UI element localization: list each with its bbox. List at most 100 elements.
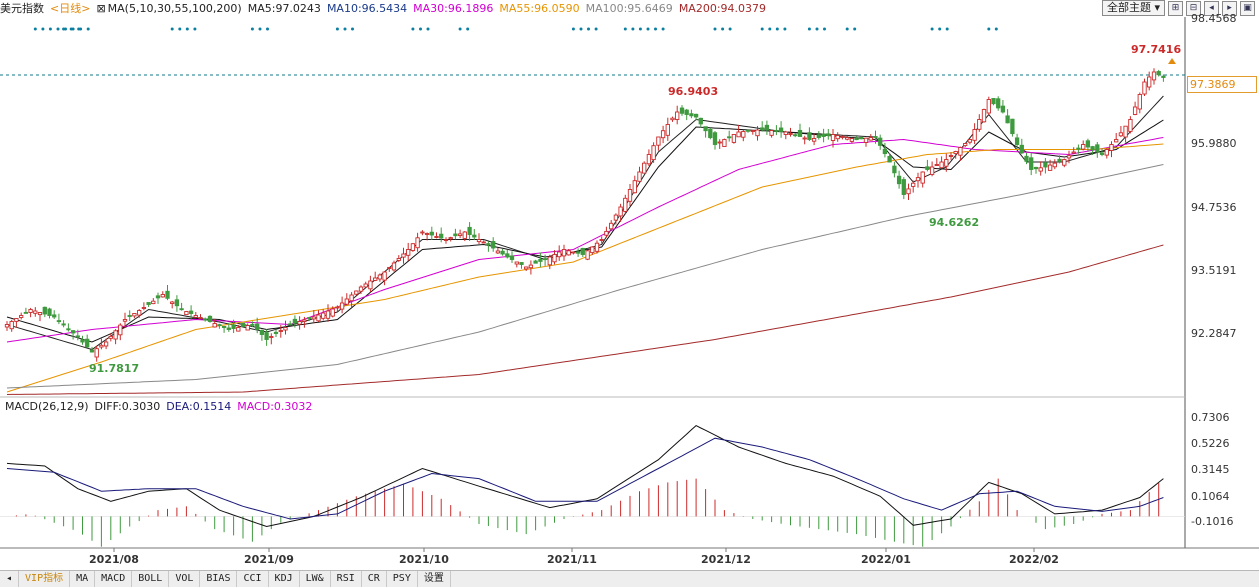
tab-settings[interactable]: 设置 bbox=[418, 571, 451, 587]
candle-up bbox=[741, 131, 746, 138]
pan-right-icon[interactable]: ▸ bbox=[1222, 0, 1237, 16]
candle-down bbox=[306, 317, 312, 320]
candle-down bbox=[774, 129, 779, 132]
event-dot bbox=[713, 27, 717, 31]
tab-lwr[interactable]: LW& bbox=[300, 571, 331, 587]
candle-up bbox=[835, 135, 840, 140]
tab-scroll-left[interactable]: ◂ bbox=[0, 571, 20, 587]
candle-down bbox=[255, 323, 260, 330]
candle-up bbox=[354, 290, 359, 295]
candle-up bbox=[160, 294, 165, 298]
candle-up bbox=[594, 242, 600, 252]
candle-up bbox=[849, 138, 855, 142]
tab-boll[interactable]: BOLL bbox=[132, 571, 170, 587]
tab-kdj[interactable]: KDJ bbox=[269, 571, 300, 587]
candle-up bbox=[802, 137, 807, 140]
tab-cr[interactable]: CR bbox=[362, 571, 387, 587]
candle-up bbox=[627, 189, 633, 202]
candle-up bbox=[788, 133, 793, 135]
theme-dropdown[interactable]: 全部主题 ▾ bbox=[1101, 0, 1165, 16]
ma-settings-icon[interactable]: ⊠ bbox=[96, 2, 106, 15]
candle-up bbox=[283, 327, 288, 331]
candle-down bbox=[684, 109, 689, 115]
candle-down bbox=[745, 129, 751, 132]
candle-down bbox=[472, 234, 477, 238]
instrument-title: 美元指数 bbox=[0, 2, 44, 15]
event-dot bbox=[768, 27, 772, 31]
candle-up bbox=[599, 239, 604, 241]
candle-up bbox=[1147, 76, 1152, 88]
event-dot bbox=[178, 27, 182, 31]
event-dot bbox=[250, 27, 254, 31]
candle-up bbox=[363, 283, 368, 288]
fullscreen-icon[interactable]: ▣ bbox=[1240, 0, 1255, 16]
candle-up bbox=[424, 233, 430, 235]
candle-down bbox=[217, 324, 222, 327]
ma-line-ma55 bbox=[6, 143, 1164, 393]
candle-up bbox=[302, 319, 307, 322]
candle-up bbox=[934, 164, 939, 166]
candlesticks bbox=[4, 68, 1166, 362]
candle-up bbox=[184, 311, 189, 316]
candle-up bbox=[731, 134, 737, 143]
candle-down bbox=[703, 126, 708, 132]
annotation-low-1: 91.7817 bbox=[89, 362, 139, 375]
pan-left-icon[interactable]: ◂ bbox=[1204, 0, 1219, 16]
candle-up bbox=[278, 330, 283, 332]
event-dot bbox=[466, 27, 470, 31]
annotation-high-2: 97.7416 bbox=[1131, 43, 1181, 56]
zoom-out-icon[interactable]: ⊟ bbox=[1186, 0, 1201, 16]
candle-down bbox=[505, 253, 510, 258]
period-selector[interactable]: <日线> bbox=[50, 2, 91, 15]
event-dot bbox=[351, 27, 354, 31]
candle-up bbox=[462, 231, 467, 239]
macd-y-tick-label: 0.5226 bbox=[1191, 437, 1230, 450]
candle-down bbox=[165, 290, 170, 299]
candle-down bbox=[1161, 75, 1166, 78]
candle-up bbox=[840, 136, 845, 138]
candle-down bbox=[679, 107, 685, 114]
tab-macd[interactable]: MACD bbox=[95, 571, 133, 587]
tab-ma[interactable]: MA bbox=[70, 571, 96, 587]
candle-down bbox=[1033, 166, 1039, 170]
tab-vip[interactable]: VIP指标 bbox=[19, 571, 71, 587]
candle-up bbox=[623, 197, 628, 212]
candle-up bbox=[198, 317, 203, 319]
candle-up bbox=[118, 324, 123, 336]
candle-up bbox=[19, 315, 24, 318]
event-dot bbox=[426, 27, 430, 31]
candle-up bbox=[14, 318, 19, 322]
candle-down bbox=[203, 318, 208, 321]
candle-down bbox=[250, 323, 255, 326]
candle-down bbox=[778, 127, 784, 132]
candle-down bbox=[1095, 144, 1100, 153]
candle-up bbox=[9, 321, 14, 330]
candle-down bbox=[1010, 118, 1015, 135]
ma100-value: MA100:95.6469 bbox=[585, 2, 673, 15]
candle-down bbox=[273, 331, 279, 334]
candle-up bbox=[1128, 119, 1133, 132]
candle-down bbox=[23, 311, 29, 314]
x-tick-label: 2021/08 bbox=[89, 553, 139, 566]
candle-down bbox=[1076, 147, 1081, 150]
tab-bias[interactable]: BIAS bbox=[200, 571, 238, 587]
ma-line-ma200 bbox=[6, 244, 1164, 395]
event-dot bbox=[258, 27, 262, 31]
event-dot bbox=[807, 27, 811, 31]
candle-down bbox=[56, 320, 62, 323]
event-dots-row bbox=[33, 27, 998, 31]
candle-down bbox=[764, 124, 770, 131]
zoom-in-icon[interactable]: ⊞ bbox=[1168, 0, 1183, 16]
candle-up bbox=[321, 312, 326, 319]
event-dot bbox=[77, 27, 81, 31]
candle-up bbox=[1104, 149, 1109, 156]
event-dot bbox=[760, 27, 764, 31]
candle-down bbox=[70, 330, 76, 334]
tab-cci[interactable]: CCI bbox=[237, 571, 269, 587]
candle-down bbox=[1057, 158, 1062, 162]
tab-rsi[interactable]: RSI bbox=[331, 571, 362, 587]
tab-psy[interactable]: PSY bbox=[387, 571, 418, 587]
tab-vol[interactable]: VOL bbox=[169, 571, 201, 587]
candle-up bbox=[604, 230, 609, 236]
